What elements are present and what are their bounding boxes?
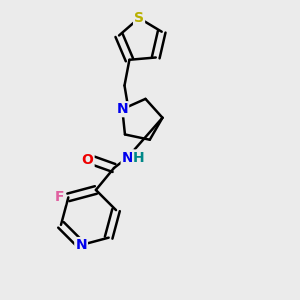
Text: F: F — [55, 190, 64, 204]
Text: N: N — [122, 151, 133, 164]
Text: H: H — [133, 151, 145, 164]
Text: O: O — [82, 154, 94, 167]
Text: N: N — [75, 238, 87, 252]
Text: N: N — [116, 102, 128, 116]
Text: S: S — [134, 11, 144, 25]
